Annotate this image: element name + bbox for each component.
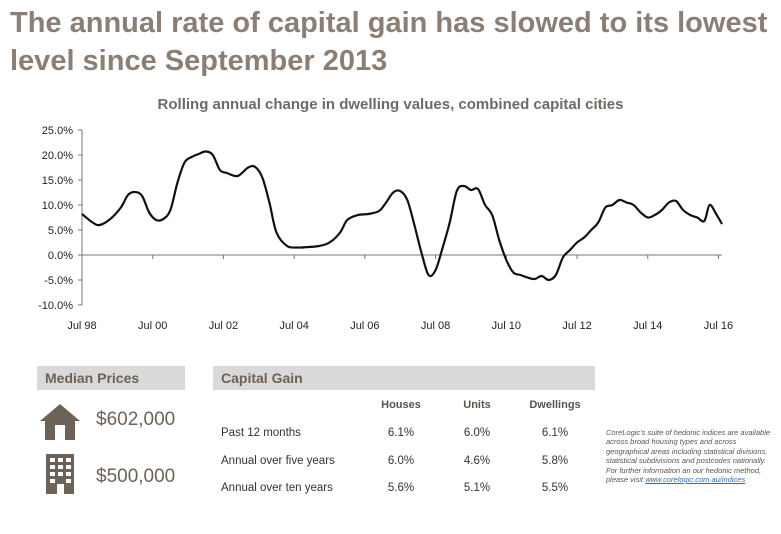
median-prices-title: Median Prices [45,370,140,386]
table-cell: 6.1% [541,427,569,439]
capital-gain-header: Capital Gain [213,366,595,390]
x-tick-label: Jul 04 [279,320,308,332]
capital-gain-title: Capital Gain [221,370,303,386]
y-tick-label: 20.0% [42,150,73,162]
house-icon [40,404,80,440]
column-header: Units [463,399,491,411]
methodology-note: CoreLogic's suite of hedonic indices are… [606,428,778,484]
table-cell: 5.6% [387,482,415,494]
apartment-icon [46,454,74,494]
chart-title: Rolling annual change in dwelling values… [157,96,624,113]
line-chart: 25.0%20.0%15.0%10.0%5.0%0.0%-5.0%-10.0% … [38,125,733,332]
table-cell: 4.6% [463,455,491,467]
x-tick-label: Jul 16 [704,320,733,332]
y-tick-label: 10.0% [42,200,73,212]
corelogic-link[interactable]: www.corelogic.com.au/indices [645,475,746,485]
median-prices-header: Median Prices [37,366,185,390]
column-header: Houses [381,399,421,411]
table-cell: 6.0% [387,455,415,467]
x-tick-label: Jul 10 [492,320,521,332]
row-label: Annual over five years [221,455,335,467]
x-tick-label: Jul 12 [562,320,591,332]
row-label: Past 12 months [221,427,301,439]
unit-median-price: $500,000 [96,466,176,487]
x-tick-label: Jul 02 [209,320,238,332]
x-tick-label: Jul 98 [67,320,96,332]
row-label: Annual over ten years [221,482,333,494]
x-tick-label: Jul 14 [633,320,662,332]
table-cell: 5.1% [463,482,491,494]
table-cell: 5.5% [541,482,569,494]
x-tick-label: Jul 08 [421,320,450,332]
y-tick-label: 0.0% [48,250,73,262]
table-cell: 5.8% [541,455,569,467]
house-median-price: $602,000 [96,409,176,430]
note-text: CoreLogic's suite of hedonic indices are… [606,428,771,485]
table-cell: 6.0% [463,427,491,439]
x-tick-label: Jul 06 [350,320,379,332]
y-tick-label: -5.0% [44,275,73,287]
series-line [81,150,723,282]
headline: The annual rate of capital gain has slow… [10,7,768,77]
column-header: Dwellings [529,399,581,411]
y-tick-label: 5.0% [48,225,73,237]
x-tick-label: Jul 00 [138,320,167,332]
y-tick-label: 25.0% [42,125,73,137]
y-tick-label: 15.0% [42,175,73,187]
y-tick-label: -10.0% [38,300,73,312]
table-cell: 6.1% [387,427,415,439]
